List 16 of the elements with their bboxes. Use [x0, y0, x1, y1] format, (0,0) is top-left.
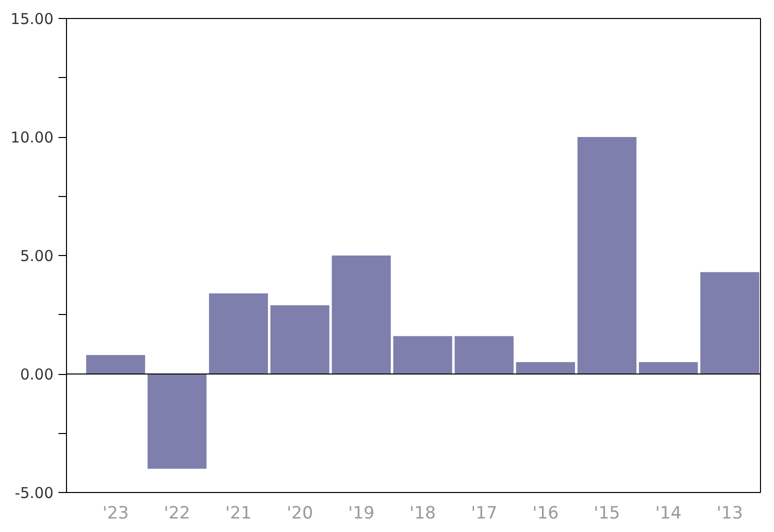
x-tick-label: '21 — [225, 504, 252, 524]
x-tick-label: '23 — [102, 504, 129, 524]
y-tick-label: -5.00 — [14, 484, 54, 502]
y-tick-label: 15.00 — [10, 10, 54, 28]
x-tick-label: '20 — [286, 504, 314, 524]
x-tick-label: '15 — [594, 504, 620, 524]
x-tick-label: '14 — [655, 504, 682, 524]
x-tick-label: '19 — [348, 504, 374, 524]
x-tick-label: '13 — [716, 504, 743, 524]
x-tick-label: '17 — [470, 504, 498, 524]
y-tick-label: 0.00 — [20, 366, 54, 384]
x-tick-label: '16 — [532, 504, 559, 524]
x-tick-label: '18 — [410, 504, 436, 524]
y-tick-label: 5.00 — [20, 247, 54, 265]
x-tick-label: '22 — [164, 504, 190, 524]
y-tick-label: 10.00 — [10, 128, 54, 146]
